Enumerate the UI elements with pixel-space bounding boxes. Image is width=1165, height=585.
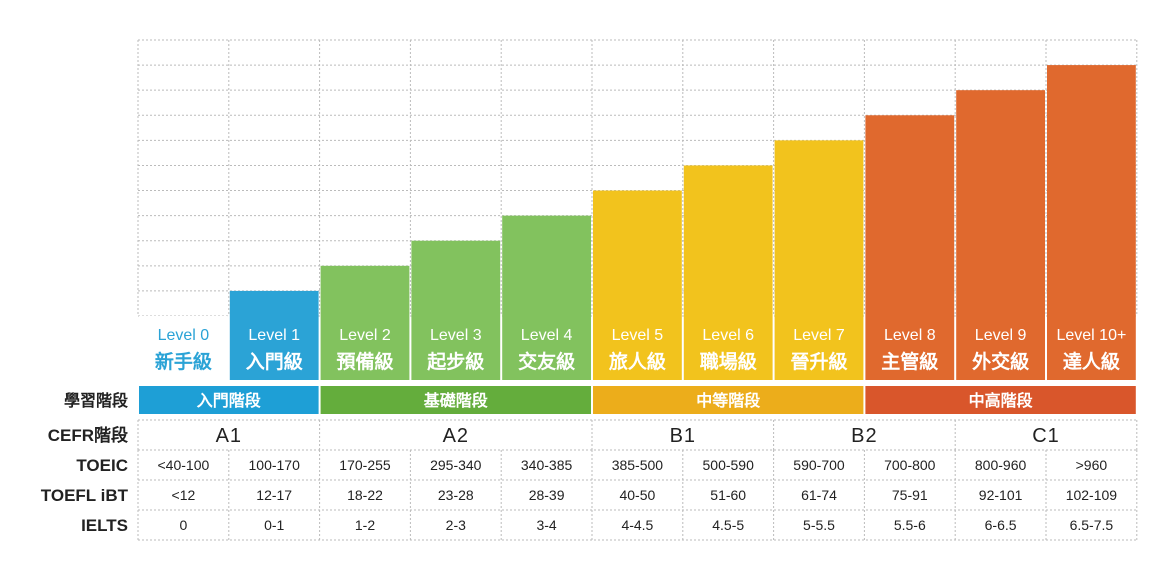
level-label: Level 6 [702, 327, 754, 344]
level-sublabel: 旅人級 [609, 350, 666, 373]
bar-level-6 [683, 165, 773, 316]
cefr-level: C1 [1032, 425, 1060, 447]
exam-cell: 5-5.5 [803, 517, 835, 533]
level-sublabel: 入門級 [246, 350, 303, 373]
level-label: Level 8 [884, 327, 936, 344]
exam-cell: 1-2 [355, 517, 375, 533]
exam-cell: 0-1 [264, 517, 284, 533]
exam-cell: 4.5-5 [712, 517, 744, 533]
level-sublabel: 職場級 [700, 350, 757, 373]
bar-level-2 [320, 265, 410, 316]
level-sublabel: 主管級 [881, 350, 938, 373]
exam-cell: 700-800 [884, 457, 936, 473]
exam-cell: 18-22 [347, 487, 383, 503]
level-label-cell-1 [229, 316, 319, 380]
exam-row-label: IELTS [81, 516, 128, 535]
exam-cell: 28-39 [529, 487, 565, 503]
level-label-cell-9 [956, 316, 1045, 380]
level-sublabel: 達人級 [1063, 350, 1120, 373]
cefr-level: B1 [670, 425, 696, 447]
exam-cell: 295-340 [430, 457, 482, 473]
stage-label: 基礎階段 [423, 391, 489, 410]
stage-band-3 [865, 386, 1136, 414]
stage-label: 入門階段 [197, 391, 262, 410]
exam-cell: 92-101 [979, 487, 1023, 503]
exam-cell: 102-109 [1066, 487, 1118, 503]
exam-cell: 4-4.5 [621, 517, 653, 533]
exam-cell: 5.5-6 [894, 517, 926, 533]
stage-band-2 [593, 386, 864, 414]
stage-row-label: 學習階段 [64, 391, 129, 410]
bar-level-4 [502, 215, 591, 316]
exam-cell: 3-4 [536, 517, 556, 533]
exam-cell: <12 [172, 487, 196, 503]
level-label-cell-5 [593, 316, 682, 380]
exam-row-label: TOEFL iBT [41, 486, 129, 505]
level-sublabel: 預備級 [336, 350, 393, 373]
bar-level-10 [1047, 65, 1136, 316]
exam-cell: 590-700 [793, 457, 845, 473]
bar-level-9 [956, 90, 1045, 316]
bar-level-3 [411, 240, 501, 316]
cefr-level: A1 [216, 425, 242, 447]
exam-cell: 100-170 [249, 457, 301, 473]
exam-cell: 6.5-7.5 [1070, 517, 1114, 533]
level-sublabel: 交友級 [518, 350, 575, 373]
level-label: Level 1 [248, 327, 300, 344]
exam-cell: 6-6.5 [985, 517, 1017, 533]
level-label-cell-7 [774, 316, 864, 380]
exam-cell: 23-28 [438, 487, 474, 503]
exam-row-label: TOEIC [76, 456, 128, 475]
bar-level-7 [774, 140, 864, 316]
stage-band-1 [320, 386, 591, 414]
exam-cell: 61-74 [801, 487, 837, 503]
exam-cell: 12-17 [256, 487, 292, 503]
level-label: Level 9 [975, 327, 1027, 344]
cefr-level: A2 [443, 425, 469, 447]
level-label-cell-6 [683, 316, 773, 380]
bar-level-8 [865, 115, 955, 316]
exam-cell: 800-960 [975, 457, 1027, 473]
level-label-cell-2 [320, 316, 410, 380]
cefr-level: B2 [851, 425, 877, 447]
level-sublabel: 外交級 [972, 350, 1029, 373]
level-label-cell-4 [502, 316, 591, 380]
exam-cell: >960 [1076, 457, 1108, 473]
level-label: Level 7 [793, 327, 845, 344]
exam-cell: 75-91 [892, 487, 928, 503]
exam-cell: 500-590 [703, 457, 755, 473]
stage-label: 中高階段 [969, 391, 1034, 410]
level-label: Level 0 [158, 327, 210, 344]
level-sublabel: 晉升級 [790, 350, 847, 373]
exam-cell: 2-3 [446, 517, 466, 533]
level-label-cell-0 [139, 316, 228, 380]
level-label: Level 4 [521, 327, 573, 344]
bar-level-5 [593, 190, 682, 316]
stage-label: 中等階段 [696, 391, 761, 410]
exam-cell: 0 [180, 517, 188, 533]
level-label: Level 10+ [1056, 327, 1126, 344]
exam-cell: 170-255 [339, 457, 391, 473]
stage-band-0 [139, 386, 319, 414]
cefr-row-label: CEFR階段 [48, 425, 128, 445]
level-label-cell-3 [411, 316, 501, 380]
exam-cell: 385-500 [612, 457, 664, 473]
bar-level-1 [229, 290, 319, 316]
exam-cell: 40-50 [619, 487, 655, 503]
level-sublabel: 起步級 [426, 350, 484, 373]
level-label-cell-10 [1047, 316, 1136, 380]
exam-cell: <40-100 [158, 457, 210, 473]
level-label: Level 2 [339, 327, 391, 344]
level-label-cell-8 [865, 316, 955, 380]
exam-cell: 340-385 [521, 457, 573, 473]
level-label: Level 3 [430, 327, 482, 344]
level-label: Level 5 [612, 327, 664, 344]
exam-cell: 51-60 [710, 487, 746, 503]
level-sublabel: 新手級 [155, 350, 212, 373]
